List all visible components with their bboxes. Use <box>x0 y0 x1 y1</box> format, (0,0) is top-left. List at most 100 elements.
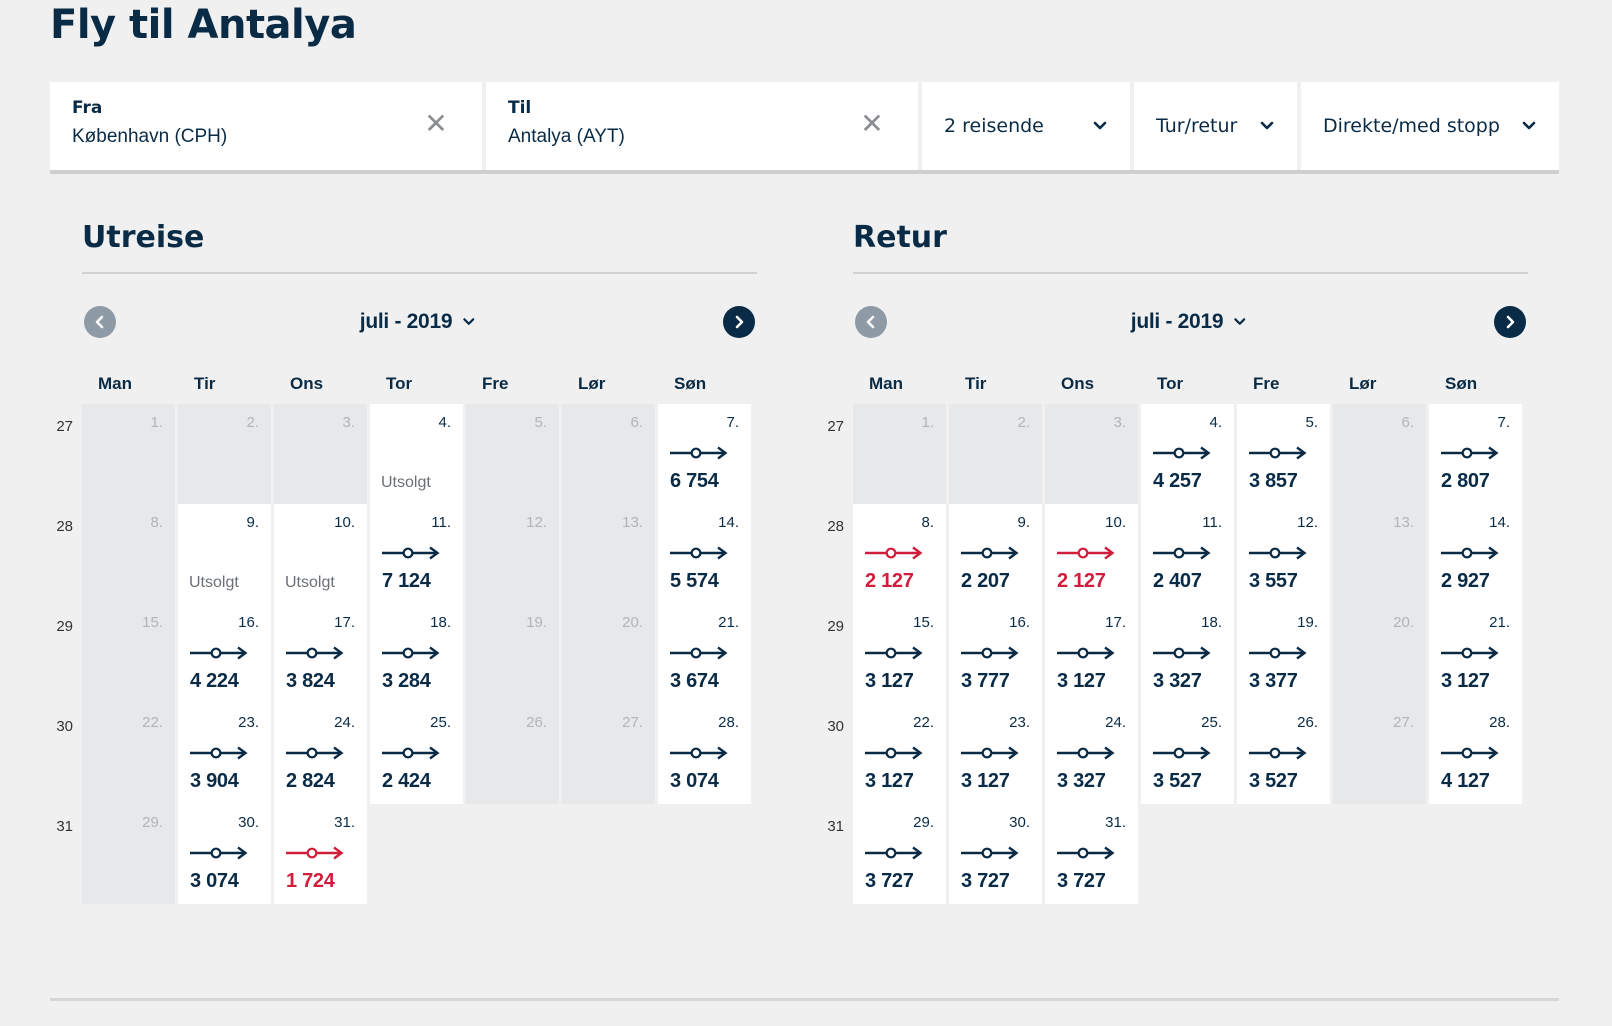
calendar-day-available[interactable]: 17. 3 824 <box>274 604 367 704</box>
calendar-day-available[interactable]: 24. 3 327 <box>1045 704 1138 804</box>
chevron-left-icon <box>95 315 104 329</box>
calendar-day-available[interactable]: 18. 3 327 <box>1141 604 1234 704</box>
calendar-day-unavailable: 20. <box>562 604 655 704</box>
calendar-day-unavailable: 3. <box>1045 404 1138 504</box>
calendar-day-available[interactable]: 21. 3 127 <box>1429 604 1522 704</box>
day-number: 31. <box>1105 814 1126 831</box>
calendar-day-available[interactable]: 11. 7 124 <box>370 504 463 604</box>
calendar-day-available[interactable]: 26. 3 527 <box>1237 704 1330 804</box>
day-number: 27. <box>1393 714 1414 731</box>
calendar-day-available[interactable]: 7. 6 754 <box>658 404 751 504</box>
weekday-label: Tor <box>386 374 413 393</box>
day-number: 25. <box>430 714 451 731</box>
calendar-day-available[interactable]: 28. 4 127 <box>1429 704 1522 804</box>
calendar-day-available[interactable]: 25. 3 527 <box>1141 704 1234 804</box>
stops-select[interactable]: Direkte/med stopp <box>1301 82 1559 170</box>
calendar-day-available[interactable]: 15. 3 127 <box>853 604 946 704</box>
calendar-day-available[interactable]: 16. 4 224 <box>178 604 271 704</box>
previous-month-button[interactable] <box>84 306 116 338</box>
week-row: 31 29. 3 727 30. 3 727 31. 3 727 <box>827 804 1575 904</box>
calendar-day-unavailable: 13. <box>1333 504 1426 604</box>
day-number: 9. <box>246 514 259 531</box>
calendar-day-available[interactable]: 28. 3 074 <box>658 704 751 804</box>
calendar-day-available[interactable]: 31. 1 724 <box>274 804 367 904</box>
price: 3 074 <box>670 770 719 792</box>
price: 3 127 <box>1441 670 1490 692</box>
calendar-day-available[interactable]: 29. 3 727 <box>853 804 946 904</box>
calendar-day-available[interactable]: 14. 5 574 <box>658 504 751 604</box>
day-number: 14. <box>718 514 739 531</box>
day-number: 31. <box>334 814 355 831</box>
calendar-day-available[interactable]: 14. 2 927 <box>1429 504 1522 604</box>
calendar-day-available[interactable]: 25. 2 424 <box>370 704 463 804</box>
from-field[interactable]: Fra København (CPH) ✕ <box>50 82 482 170</box>
calendar-day-available[interactable]: 4. 4 257 <box>1141 404 1234 504</box>
travellers-select[interactable]: 2 reisende <box>922 82 1130 170</box>
calendar-day-available[interactable]: 16. 3 777 <box>949 604 1042 704</box>
price: 7 124 <box>382 570 431 592</box>
empty-cell <box>370 804 463 904</box>
calendar-day-available[interactable]: 7. 2 807 <box>1429 404 1522 504</box>
calendar-day-available[interactable]: 21. 3 674 <box>658 604 751 704</box>
calendar-day-available[interactable]: 30. 3 727 <box>949 804 1042 904</box>
day-number: 8. <box>150 514 163 531</box>
calendar-day-available[interactable]: 30. 3 074 <box>178 804 271 904</box>
flight-route-icon <box>190 846 248 860</box>
flight-route-icon <box>865 746 923 760</box>
calendar-day-unavailable: 1. <box>82 404 175 504</box>
from-value[interactable]: København (CPH) <box>72 126 228 147</box>
calendar-day-available[interactable]: 12. 3 557 <box>1237 504 1330 604</box>
day-number: 9. <box>1017 514 1030 531</box>
day-number: 16. <box>238 614 259 631</box>
calendar-day-available[interactable]: 31. 3 727 <box>1045 804 1138 904</box>
day-number: 21. <box>718 614 739 631</box>
month-label: juli - 2019 <box>359 310 453 333</box>
week-number: 30 <box>827 718 844 735</box>
price: 2 807 <box>1441 470 1490 492</box>
flight-route-icon <box>382 646 440 660</box>
day-number: 25. <box>1201 714 1222 731</box>
close-icon[interactable]: ✕ <box>424 107 448 140</box>
calendar-day-available[interactable]: 9. 2 207 <box>949 504 1042 604</box>
calendar-day-available[interactable]: 8. 2 127 <box>853 504 946 604</box>
flight-route-icon <box>286 846 344 860</box>
footer-divider <box>50 998 1559 1001</box>
calendar-day-available[interactable]: 10. 2 127 <box>1045 504 1138 604</box>
chevron-down-icon <box>1234 318 1246 325</box>
to-value[interactable]: Antalya (AYT) <box>508 126 625 147</box>
week-row: 28 8. 2 127 9. 2 207 10. 2 127 11. 2 407 12. 3 557… <box>827 504 1575 604</box>
chevron-right-icon <box>735 315 744 329</box>
close-icon[interactable]: ✕ <box>860 107 884 140</box>
week-row: 30 22. 23. 3 904 24. 2 824 25. 2 424 26. 27. 28. 3 … <box>56 704 804 804</box>
calendar-day-unavailable: 27. <box>1333 704 1426 804</box>
month-select[interactable]: juli - 2019 <box>360 306 476 338</box>
next-month-button[interactable] <box>723 306 755 338</box>
day-number: 22. <box>142 714 163 731</box>
trip-type-select[interactable]: Tur/retur <box>1134 82 1297 170</box>
calendar-day-available[interactable]: 23. 3 904 <box>178 704 271 804</box>
previous-month-button[interactable] <box>855 306 887 338</box>
calendar-day-available[interactable]: 22. 3 127 <box>853 704 946 804</box>
empty-cell <box>1333 804 1426 904</box>
flight-route-icon <box>1441 546 1499 560</box>
calendar-day-unavailable: 2. <box>178 404 271 504</box>
calendar-day-available[interactable]: 18. 3 284 <box>370 604 463 704</box>
outbound-calendar: Utreise juli - 2019 Man Tir Ons Tor Fre … <box>56 208 804 904</box>
flight-route-icon <box>1057 746 1115 760</box>
next-month-button[interactable] <box>1494 306 1526 338</box>
calendar-day-available[interactable]: 24. 2 824 <box>274 704 367 804</box>
weekday-label: Fre <box>482 374 509 393</box>
calendar-day-available[interactable]: 17. 3 127 <box>1045 604 1138 704</box>
to-field[interactable]: Til Antalya (AYT) ✕ <box>486 82 918 170</box>
day-number: 15. <box>142 614 163 631</box>
calendar-day-available[interactable]: 23. 3 127 <box>949 704 1042 804</box>
calendar-day-available[interactable]: 11. 2 407 <box>1141 504 1234 604</box>
price: 4 224 <box>190 670 239 692</box>
calendar-day-available[interactable]: 19. 3 377 <box>1237 604 1330 704</box>
flight-route-icon <box>865 546 923 560</box>
day-number: 12. <box>1297 514 1318 531</box>
calendar-day-unavailable: 5. <box>466 404 559 504</box>
calendar-day-unavailable: 20. <box>1333 604 1426 704</box>
calendar-day-available[interactable]: 5. 3 857 <box>1237 404 1330 504</box>
month-select[interactable]: juli - 2019 <box>1131 306 1247 338</box>
